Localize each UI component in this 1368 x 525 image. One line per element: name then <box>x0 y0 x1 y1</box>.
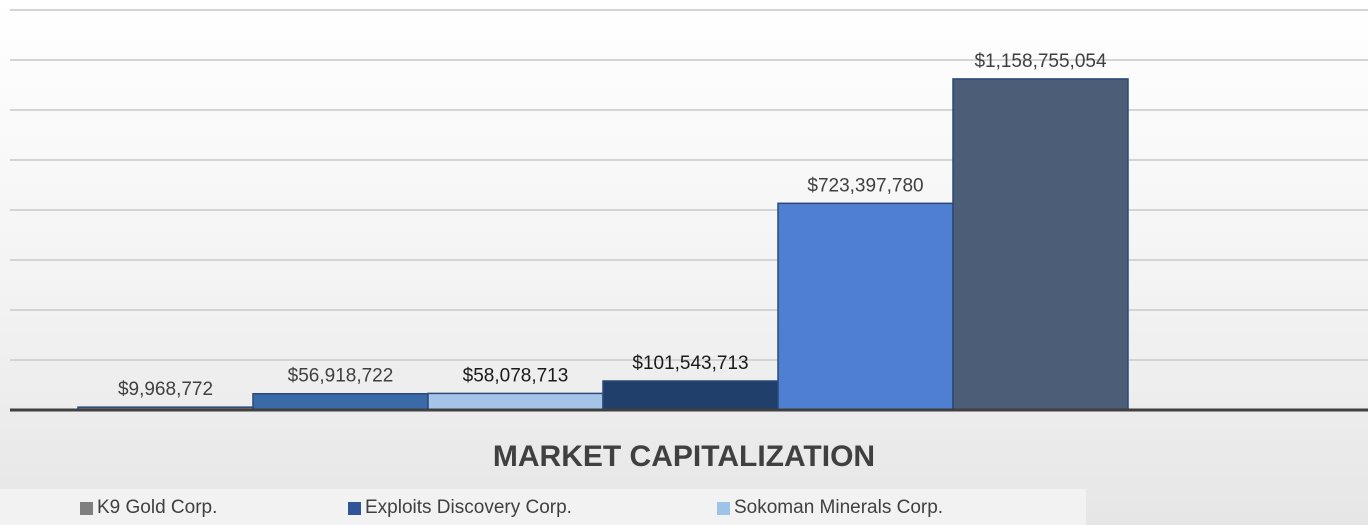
gridlines <box>10 9 1368 361</box>
legend-swatch <box>80 501 93 515</box>
data-labels: $9,968,772 $56,918,722 $58,078,713 $101,543… <box>118 51 1107 400</box>
bar <box>252 392 429 411</box>
legend-item-sokoman-minerals: Sokoman Minerals Corp. <box>717 497 943 519</box>
bar <box>427 392 604 411</box>
legend-item-k9-gold: K9 Gold Corp. <box>80 497 217 519</box>
legend-item-exploits-discovery: Exploits Discovery Corp. <box>348 497 572 519</box>
legend: K9 Gold Corp. Exploits Discovery Corp. S… <box>0 489 1086 525</box>
data-label: $9,968,772 <box>118 379 213 400</box>
legend-swatch <box>717 501 730 515</box>
data-label: $1,158,755,054 <box>974 51 1107 72</box>
legend-label: Sokoman Minerals Corp. <box>734 497 944 518</box>
bar-chart: $9,968,772 $56,918,722 $58,078,713 $101,543… <box>10 9 1368 412</box>
chart-title: MARKET CAPITALIZATION <box>492 440 876 473</box>
data-label: $58,078,713 <box>463 365 569 386</box>
bars <box>77 78 1129 411</box>
legend-background <box>0 489 1086 525</box>
data-label: $101,543,713 <box>632 353 748 374</box>
data-label: $723,397,780 <box>807 175 923 196</box>
bar <box>777 202 954 411</box>
bar <box>952 78 1129 411</box>
legend-label: K9 Gold Corp. <box>97 497 218 518</box>
data-label: $56,918,722 <box>288 366 394 387</box>
legend-label: Exploits Discovery Corp. <box>365 497 572 518</box>
legend-swatch <box>348 501 361 515</box>
bar <box>602 380 779 411</box>
